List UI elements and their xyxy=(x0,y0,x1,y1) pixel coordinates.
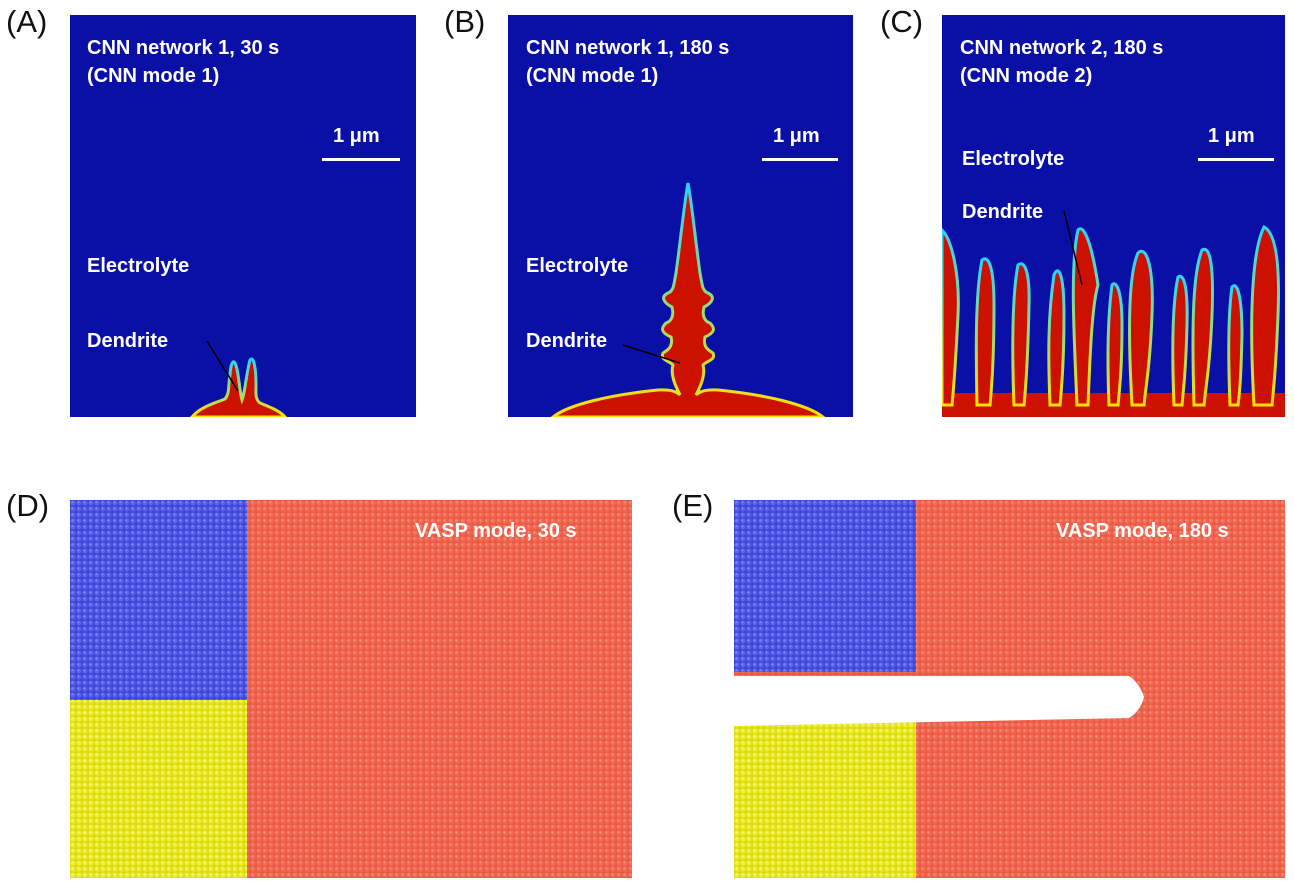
panel-c-simulation: CNN network 2, 180 s (CNN mode 2) 1 μm E… xyxy=(942,15,1285,417)
panel-a-dendrite-image xyxy=(190,340,287,417)
panel-c-dendrite-label: Dendrite xyxy=(962,201,1044,223)
panel-e-title: VASP mode, 180 s xyxy=(1056,520,1229,542)
panel-b-title-line1: CNN network 1, 180 s xyxy=(526,37,730,59)
panel-a-scale-bar xyxy=(322,158,400,161)
panel-c-title-line2: (CNN mode 2) xyxy=(960,65,1093,87)
panel-d-atoms-image xyxy=(70,500,632,878)
panel-d-md-simulation: VASP mode, 30 s xyxy=(70,500,632,878)
panel-e-md-simulation: VASP mode, 180 s xyxy=(734,500,1285,878)
panel-letter-b: (B) xyxy=(444,4,486,39)
panel-c-electrolyte-label: Electrolyte xyxy=(962,148,1065,170)
panel-b-title-line2: (CNN mode 1) xyxy=(526,65,659,87)
panel-e-atoms-image xyxy=(734,500,1285,878)
panel-letter-d: (D) xyxy=(6,488,50,523)
panel-a-title-line2: (CNN mode 1) xyxy=(87,65,220,87)
panel-letter-a: (A) xyxy=(6,4,48,39)
panel-b-dendrite-label: Dendrite xyxy=(526,330,608,352)
panel-c-dendrite-image xyxy=(942,210,1285,417)
panel-a-simulation: CNN network 1, 30 s (CNN mode 1) 1 μm El… xyxy=(70,15,416,417)
panel-a-title-line1: CNN network 1, 30 s xyxy=(87,37,280,59)
panel-d-title: VASP mode, 30 s xyxy=(415,520,577,542)
panel-e-gap xyxy=(734,676,1144,726)
panel-c-scale-label: 1 μm xyxy=(1208,125,1255,147)
panel-b-dendrite-image xyxy=(550,182,826,417)
panel-c-scale-bar xyxy=(1198,158,1274,161)
panel-b-simulation: CNN network 1, 180 s (CNN mode 1) 1 μm E… xyxy=(508,15,853,417)
panel-b-scale-label: 1 μm xyxy=(773,125,820,147)
panel-a-scale-label: 1 μm xyxy=(333,125,380,147)
panel-letter-e: (E) xyxy=(672,488,714,523)
panel-a-dendrite-label: Dendrite xyxy=(87,330,169,352)
panel-b-scale-bar xyxy=(762,158,838,161)
panel-b-electrolyte-label: Electrolyte xyxy=(526,255,629,277)
panel-c-title-line1: CNN network 2, 180 s xyxy=(960,37,1164,59)
panel-a-electrolyte-label: Electrolyte xyxy=(87,255,190,277)
panel-letter-c: (C) xyxy=(880,4,924,39)
